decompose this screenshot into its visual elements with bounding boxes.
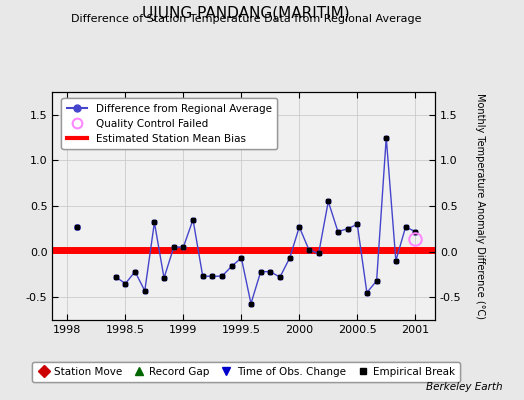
Legend: Station Move, Record Gap, Time of Obs. Change, Empirical Break: Station Move, Record Gap, Time of Obs. C… [32,362,460,382]
Text: Difference of Station Temperature Data from Regional Average: Difference of Station Temperature Data f… [71,14,421,24]
Text: UJUNG PANDANG(MARITIM): UJUNG PANDANG(MARITIM) [143,6,350,21]
Y-axis label: Monthly Temperature Anomaly Difference (°C): Monthly Temperature Anomaly Difference (… [475,93,485,319]
Legend: Difference from Regional Average, Quality Control Failed, Estimated Station Mean: Difference from Regional Average, Qualit… [61,98,277,149]
Text: Berkeley Earth: Berkeley Earth [427,382,503,392]
